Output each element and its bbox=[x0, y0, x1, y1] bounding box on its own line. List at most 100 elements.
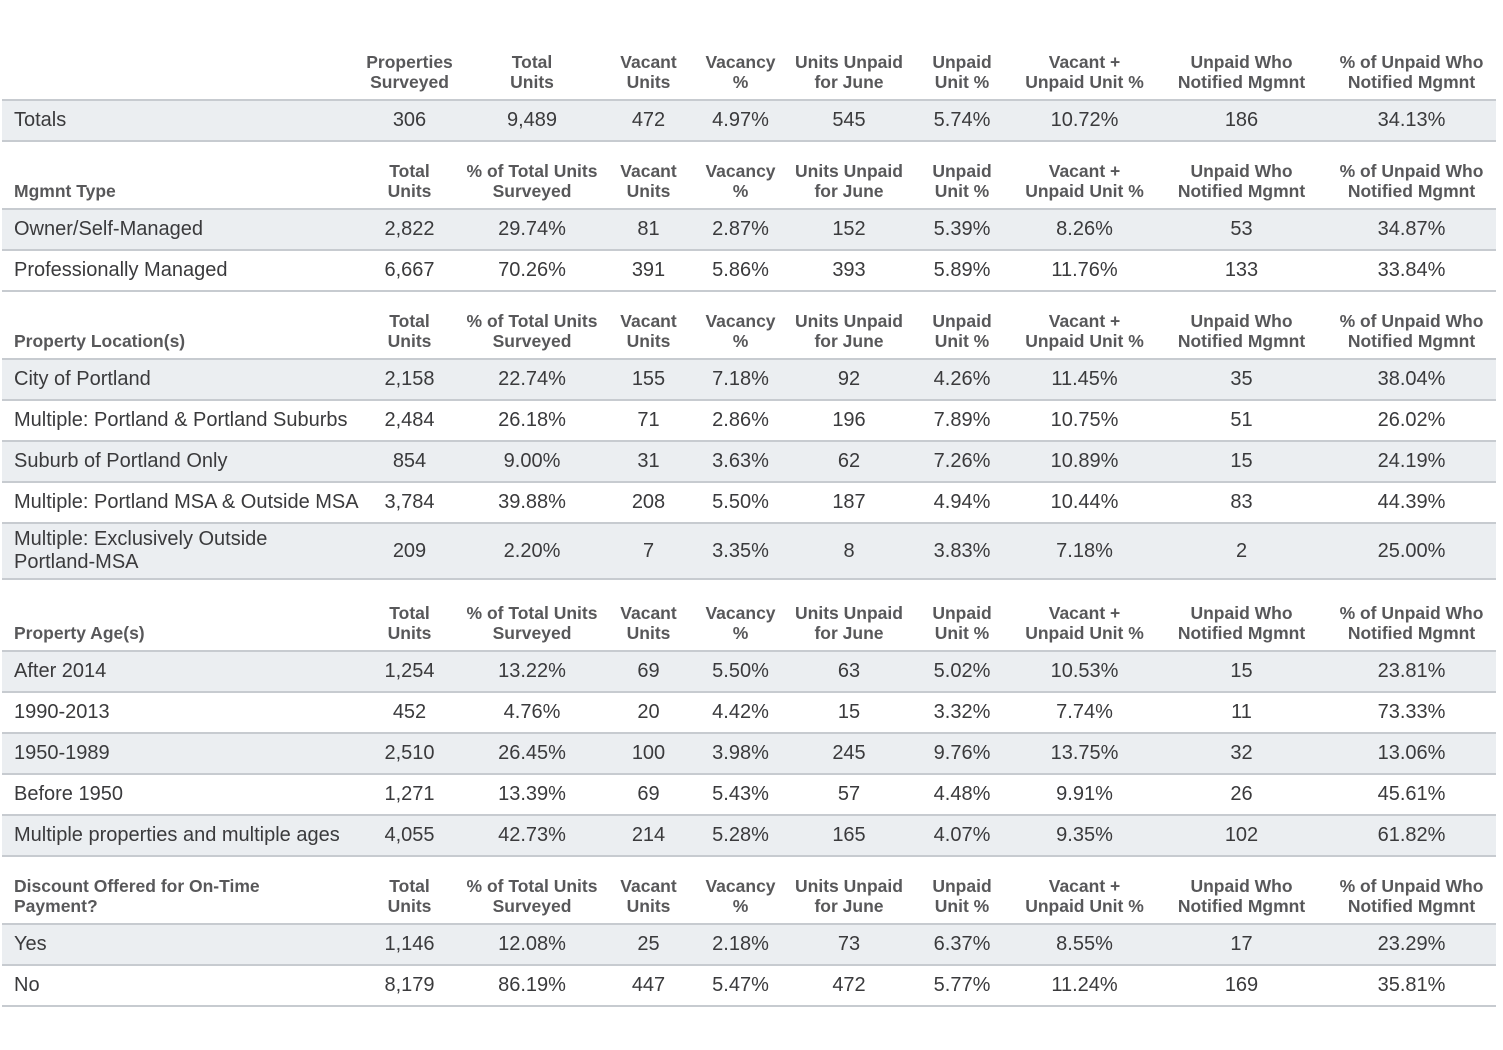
table-cell: 2.86% bbox=[712, 409, 769, 431]
table-cell: 81 bbox=[637, 218, 660, 240]
table-cell: 5.28% bbox=[712, 824, 769, 846]
table-cell: 38.04% bbox=[1377, 368, 1446, 390]
table-cell: 10.53% bbox=[1050, 660, 1119, 682]
table-row: 1990-2013 452 4.76% 20 4.42% 15 3.32% 7.74% 11 73… bbox=[2, 693, 1496, 734]
table-cell: 6.37% bbox=[933, 933, 991, 955]
table-cell: 2.87% bbox=[712, 218, 769, 240]
table-row: City of Portland 2,158 22.74% 155 7.18% 92 4.2… bbox=[2, 360, 1496, 401]
section-label bbox=[2, 92, 361, 99]
table-cell: 51 bbox=[1230, 409, 1253, 431]
table-cell: 24.19% bbox=[1377, 450, 1446, 472]
table-cell: 3.35% bbox=[712, 539, 769, 562]
column-header: Total Units bbox=[387, 161, 432, 201]
column-header: Total Units bbox=[387, 603, 432, 643]
table-cell: 35 bbox=[1230, 368, 1253, 390]
column-header: Vacant + Unpaid Unit % bbox=[1025, 311, 1144, 351]
table-cell: 5.77% bbox=[933, 974, 991, 996]
column-header: Vacancy % bbox=[705, 876, 776, 916]
table-cell: 69 bbox=[637, 783, 660, 805]
table-cell: 31 bbox=[637, 450, 660, 472]
table-cell: 35.81% bbox=[1377, 974, 1446, 996]
table-cell: 23.81% bbox=[1377, 660, 1446, 682]
table-cell: 39.88% bbox=[498, 491, 566, 513]
table-section: Discount Offered for On-Time Payment? Tot… bbox=[2, 857, 1496, 1007]
table-cell: 57 bbox=[837, 783, 861, 805]
table-row: Owner/Self-Managed 2,822 29.74% 81 2.87% 152 5… bbox=[2, 210, 1496, 251]
table-cell: 13.22% bbox=[498, 660, 566, 682]
table-cell: 5.86% bbox=[712, 259, 769, 281]
table-cell: 4.48% bbox=[933, 783, 991, 805]
table-cell: 25.00% bbox=[1377, 539, 1446, 562]
table-cell: 13.06% bbox=[1377, 742, 1446, 764]
column-header: Vacant Units bbox=[620, 52, 677, 92]
table-cell: 306 bbox=[392, 109, 427, 131]
column-header: Unpaid Who Notified Mgmnt bbox=[1177, 311, 1306, 351]
table-cell: 9,489 bbox=[506, 109, 558, 131]
table-cell: 5.50% bbox=[712, 491, 769, 513]
column-header: Vacant + Unpaid Unit % bbox=[1025, 52, 1144, 92]
table-row: Multiple properties and multiple ages 4,0… bbox=[2, 816, 1496, 857]
table-cell: 70.26% bbox=[498, 259, 566, 281]
table-row: Before 1950 1,271 13.39% 69 5.43% 57 4.48% 9.91… bbox=[2, 775, 1496, 816]
column-header: Vacancy % bbox=[705, 161, 776, 201]
column-header: Unpaid Unit % bbox=[932, 161, 992, 201]
table-cell: 32 bbox=[1230, 742, 1253, 764]
column-header: Vacant Units bbox=[620, 161, 677, 201]
table-cell: 3.83% bbox=[933, 539, 991, 562]
table-cell: 4.97% bbox=[712, 109, 769, 131]
table-cell: 472 bbox=[631, 109, 666, 131]
table-section: Property Location(s) Total Units % of Tota… bbox=[2, 292, 1496, 580]
table-cell: 5.39% bbox=[933, 218, 991, 240]
table-cell: 86.19% bbox=[498, 974, 566, 996]
table-cell: 69 bbox=[637, 660, 660, 682]
table-cell: 22.74% bbox=[498, 368, 566, 390]
table-cell: 26 bbox=[1230, 783, 1253, 805]
table-cell: 133 bbox=[1224, 259, 1259, 281]
table-cell: 4.42% bbox=[712, 701, 769, 723]
table-cell: 11.24% bbox=[1051, 974, 1118, 996]
column-header: Units Unpaid for June bbox=[795, 161, 903, 201]
table-cell: 44.39% bbox=[1377, 491, 1446, 513]
table-cell: 3.98% bbox=[712, 742, 769, 764]
table-cell: 5.02% bbox=[933, 660, 991, 682]
row-label: Totals bbox=[14, 109, 67, 131]
row-label: After 2014 bbox=[14, 660, 107, 682]
table-row: No 8,179 86.19% 447 5.47% 472 5.77% 11.24% 169 35… bbox=[2, 966, 1496, 1007]
column-header: % of Total Units Surveyed bbox=[466, 603, 598, 643]
column-header: Vacant Units bbox=[620, 876, 677, 916]
table-cell: 472 bbox=[832, 974, 866, 996]
table-cell: 5.50% bbox=[712, 660, 769, 682]
table-cell: 854 bbox=[392, 450, 427, 472]
row-label: Multiple properties and multiple ages bbox=[14, 824, 340, 846]
table-cell: 3.63% bbox=[712, 450, 769, 472]
table-cell: 10.89% bbox=[1050, 450, 1119, 472]
row-label: No bbox=[14, 974, 40, 996]
table-row: After 2014 1,254 13.22% 69 5.50% 63 5.02% 10.53… bbox=[2, 652, 1496, 693]
table-cell: 9.76% bbox=[933, 742, 991, 764]
table-cell: 62 bbox=[837, 450, 861, 472]
section-label: Property Location(s) bbox=[14, 331, 186, 351]
table-cell: 26.02% bbox=[1377, 409, 1446, 431]
table-cell: 8.55% bbox=[1056, 933, 1113, 955]
table-cell: 4.94% bbox=[933, 491, 991, 513]
column-header: Total Units bbox=[387, 311, 432, 351]
table-cell: 26.45% bbox=[498, 742, 566, 764]
table-row: Multiple: Portland MSA & Outside MSA 3,78… bbox=[2, 483, 1496, 524]
table-cell: 9.91% bbox=[1056, 783, 1113, 805]
column-header: % of Unpaid Who Notified Mgmnt bbox=[1339, 311, 1484, 351]
row-label: 1950-1989 bbox=[14, 742, 110, 764]
table-cell: 33.84% bbox=[1377, 259, 1446, 281]
table-cell: 4.26% bbox=[933, 368, 991, 390]
table-section: Property Age(s) Total Units % of Total Uni… bbox=[2, 580, 1496, 857]
row-label: City of Portland bbox=[14, 368, 151, 390]
survey-table: Properties Surveyed Total Units Vacant Uni… bbox=[2, 47, 1496, 1007]
table-cell: 11 bbox=[1231, 701, 1252, 723]
table-cell: 152 bbox=[832, 218, 866, 240]
section-header: Mgmnt Type Total Units % of Total Units Su… bbox=[2, 142, 1496, 210]
table-cell: 12.08% bbox=[498, 933, 566, 955]
table-cell: 187 bbox=[832, 491, 866, 513]
section-label: Mgmnt Type bbox=[14, 181, 116, 201]
row-label: Owner/Self-Managed bbox=[14, 218, 203, 240]
column-header: Units Unpaid for June bbox=[795, 876, 903, 916]
table-cell: 17 bbox=[1230, 933, 1253, 955]
